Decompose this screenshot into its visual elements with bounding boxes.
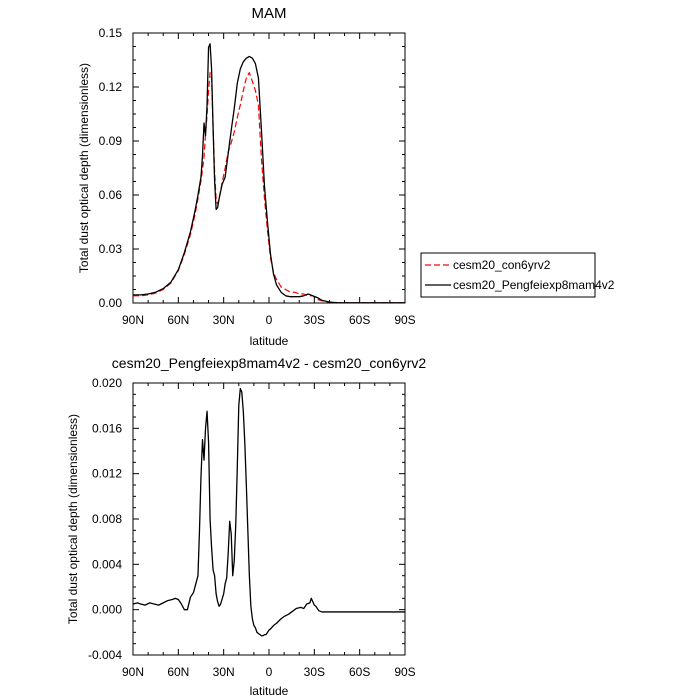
y-axis-label: Total dust optical depth (dimensionless)	[77, 63, 91, 273]
x-tick-label: 90S	[394, 313, 415, 327]
y-tick-label: 0.008	[92, 512, 122, 526]
y-tick-label: 0.020	[92, 376, 122, 390]
x-tick-label: 90N	[122, 665, 144, 679]
series-line-1	[132, 388, 405, 637]
chart-2: cesm20_Pengfeiexp8mam4v2 - cesm20_con6yr…	[66, 355, 426, 698]
x-tick-label: 60S	[349, 313, 370, 327]
x-tick-label: 30N	[213, 313, 235, 327]
chart-title: MAM	[252, 5, 287, 22]
plot-frame	[132, 382, 406, 656]
y-tick-label: 0.12	[99, 80, 123, 94]
y-tick-label: 0.00	[99, 296, 123, 310]
x-tick-label: 30S	[304, 665, 325, 679]
legend-label: cesm20_Pengfeiexp8mam4v2	[453, 278, 615, 292]
x-axis-label: latitude	[250, 684, 289, 698]
x-tick-label: 90S	[394, 665, 415, 679]
y-tick-label: 0.03	[99, 242, 123, 256]
legend-box	[420, 252, 596, 298]
y-axis-label: Total dust optical depth (dimensionless)	[66, 414, 80, 624]
y-tick-label: 0.004	[92, 557, 122, 571]
y-tick-label: 0.09	[99, 134, 123, 148]
x-tick-label: 90N	[122, 313, 144, 327]
chart-title: cesm20_Pengfeiexp8mam4v2 - cesm20_con6yr…	[112, 355, 427, 371]
y-tick-label: 0.15	[99, 26, 123, 40]
x-tick-label: 60S	[349, 665, 370, 679]
chart-1: MAM 90N 60N 30N 0 30S 60S 90S 0.00 0.03 0.06 0.09 0.…	[77, 5, 416, 348]
series-line-2	[133, 43, 405, 304]
x-axis-label: latitude	[250, 334, 289, 348]
y-tick-label: 0.016	[92, 421, 122, 435]
x-tick-label: 60N	[167, 313, 189, 327]
x-tick-label: 30N	[213, 665, 235, 679]
x-tick-label: 60N	[167, 665, 189, 679]
legend-label: cesm20_con6yrv2	[453, 258, 551, 272]
y-tick-label: 0.000	[92, 603, 122, 617]
x-tick-label: 0	[266, 313, 273, 327]
y-tick-label: -0.004	[88, 648, 122, 662]
x-tick-label: 30S	[304, 313, 325, 327]
x-tick-label: 0	[266, 665, 273, 679]
y-tick-label: 0.012	[92, 467, 122, 481]
plot-frame	[132, 32, 406, 304]
y-tick-label: 0.06	[99, 188, 123, 202]
series-line-1	[133, 72, 405, 304]
legend: cesm20_con6yrv2 cesm20_Pengfeiexp8mam4v2	[420, 252, 615, 298]
